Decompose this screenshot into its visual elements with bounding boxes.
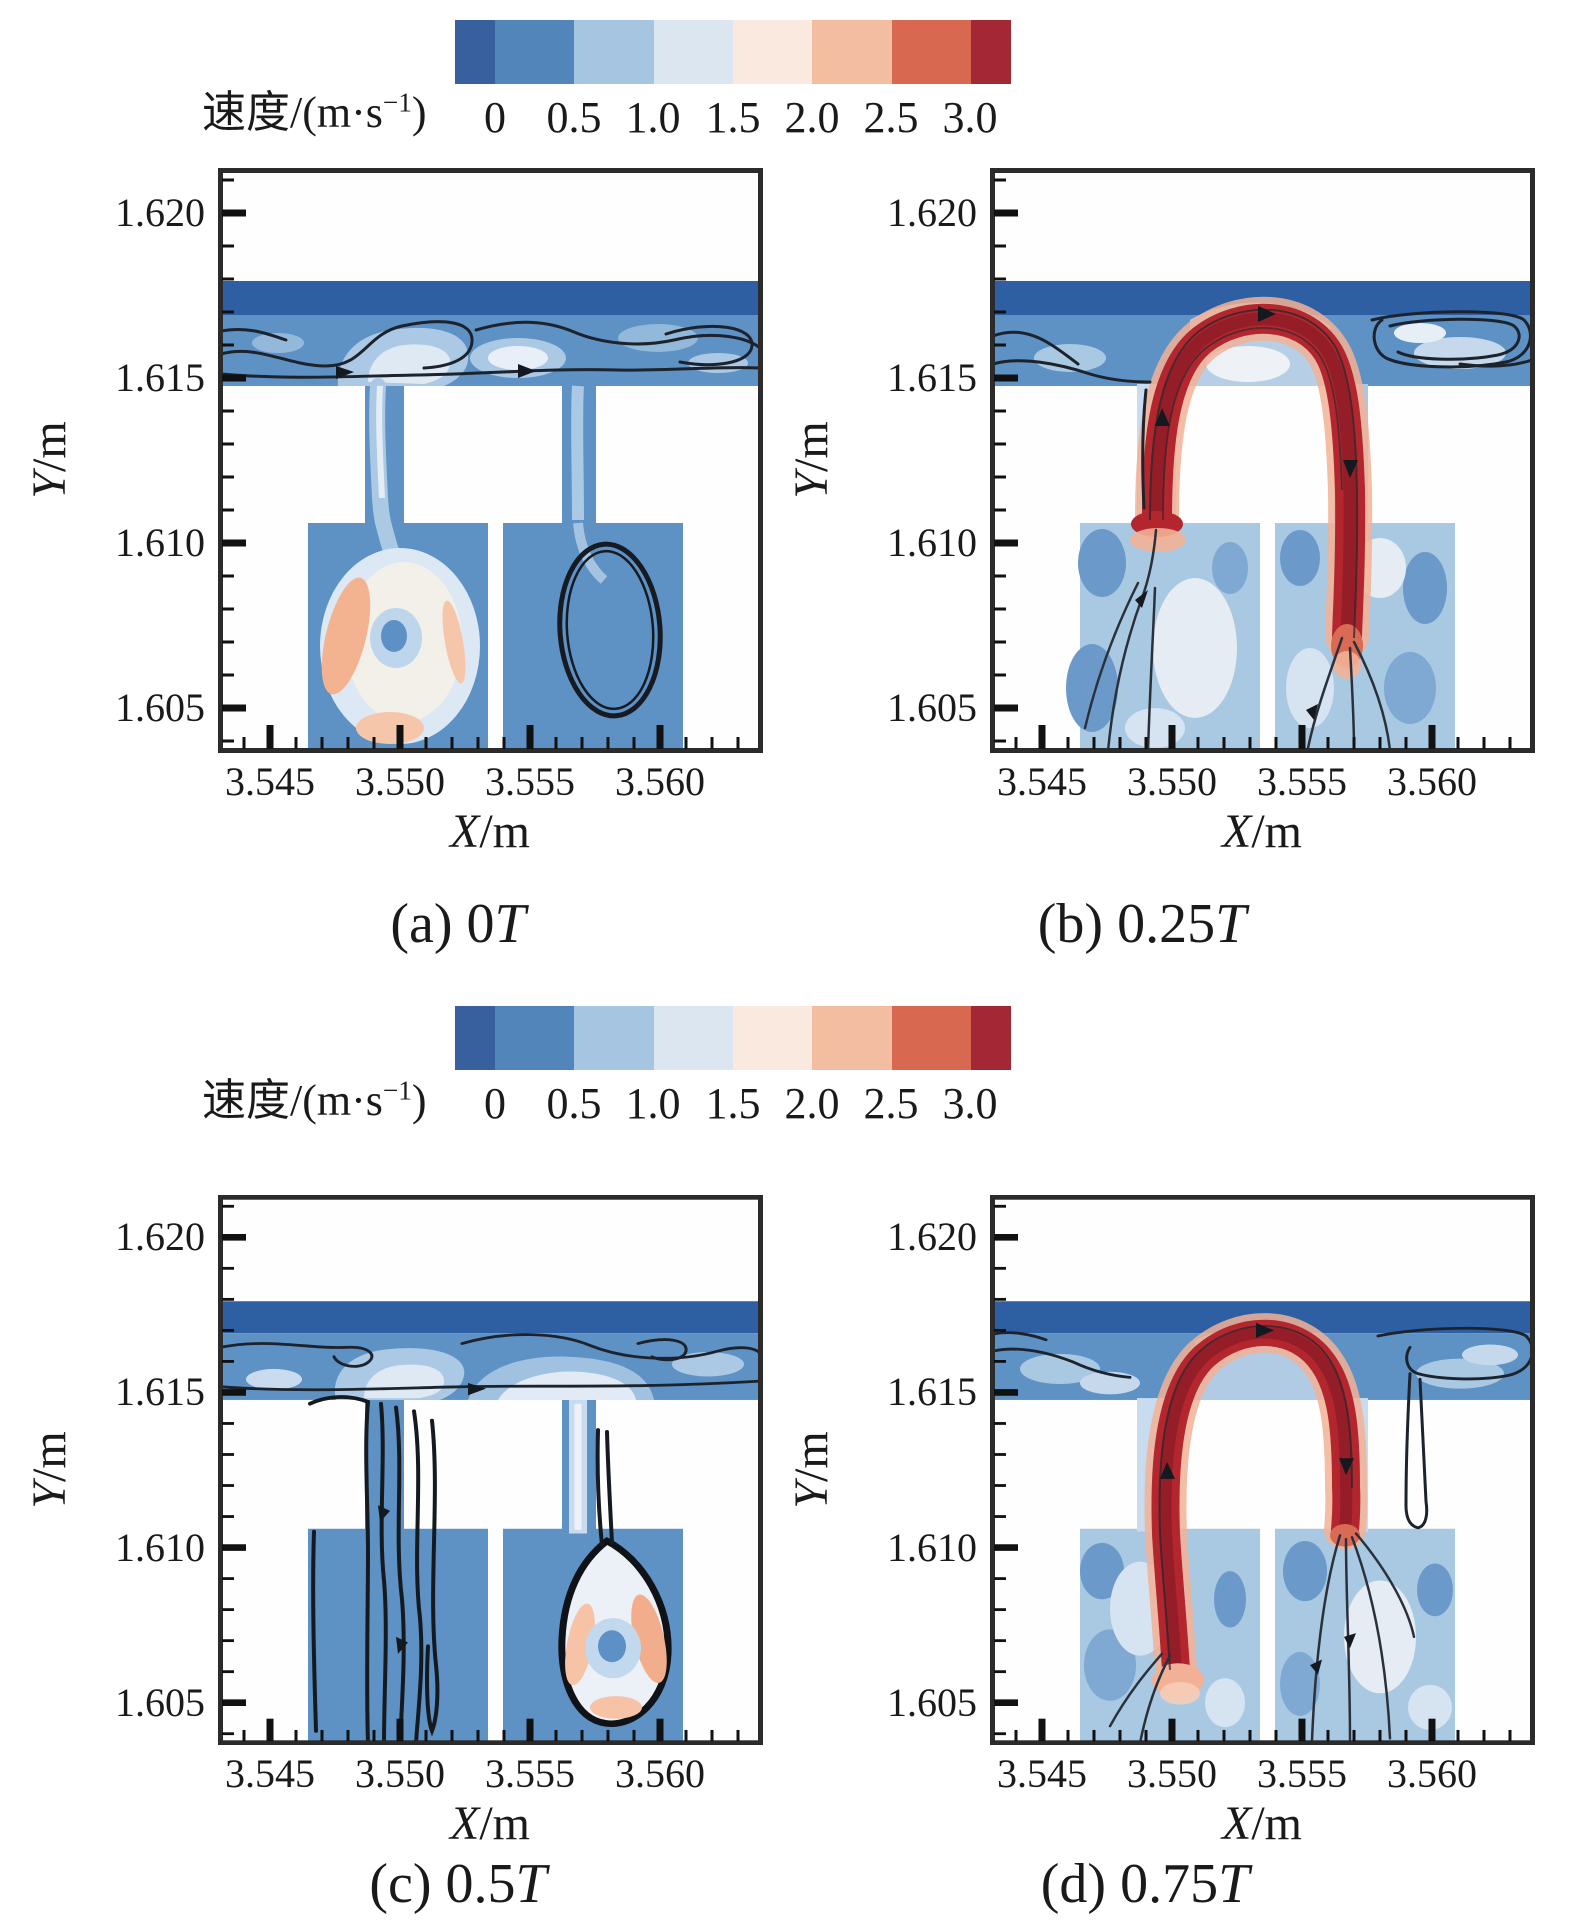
colorbar-tick-label: 0 [484,1079,506,1128]
colorbar-segment [891,1006,972,1070]
y-tick-label: 1.615 [887,355,977,400]
flow-field-a [218,168,763,753]
y-tick-label: 1.615 [887,1369,977,1414]
flow-field-b [990,168,1535,753]
colorbar-tick-label: 3.0 [942,1079,998,1128]
colorbar-segment [971,1006,1011,1070]
colorbar-tick-label: 0 [484,93,506,142]
y-tick-label: 1.620 [887,1214,977,1259]
x-tick-label: 3.555 [485,759,575,804]
colorbar-gradient [455,1006,1011,1070]
colorbar-segment [812,1006,892,1070]
colorbar-tick-label: 3.0 [942,93,998,142]
colorbar-segment [653,1006,733,1070]
colorbar-gradient [455,20,1011,84]
colorbar-tick-label: 1.5 [705,93,761,142]
y-tick-label: 1.610 [887,520,977,565]
flow-field-d [990,1195,1535,1745]
flow-field-c [218,1195,763,1745]
colorbar-tick-label: 2.0 [784,1079,840,1128]
x-tick-label: 3.560 [1387,1751,1477,1796]
colorbar-segment [891,20,972,84]
caption-c: (c) 0.5T [369,1853,547,1915]
x-tick-label: 3.555 [485,1751,575,1796]
colorbar-tick-label: 2.5 [863,93,919,142]
colorbar-segment [574,20,654,84]
colorbar-segment [732,1006,813,1070]
colorbar-segment [812,20,892,84]
colorbar-tick-label: 0.5 [546,93,602,142]
y-tick-label: 1.610 [887,1525,977,1570]
colorbar-tick-label: 0.5 [546,1079,602,1128]
x-tick-label: 3.560 [1387,759,1477,804]
colorbar-tick-label: 2.0 [784,93,840,142]
x-tick-label: 3.550 [355,759,445,804]
x-tick-label: 3.555 [1257,1751,1347,1796]
caption-b: (b) 0.25T [1037,893,1247,955]
y-tick-label: 1.605 [887,685,977,730]
y-tick-label: 1.610 [115,1525,205,1570]
caption-a: (a) 0T [390,893,526,955]
x-tick-label: 3.545 [225,759,315,804]
x-tick-label: 3.555 [1257,759,1347,804]
y-tick-label: 1.620 [887,190,977,235]
x-tick-label: 3.550 [1127,759,1217,804]
x-tick-label: 3.545 [225,1751,315,1796]
x-axis-label: X/m [1222,805,1302,858]
y-tick-label: 1.610 [115,520,205,565]
y-axis-label: Y/m [23,421,76,499]
colorbar-segment [494,1006,575,1070]
x-tick-label: 3.550 [1127,1751,1217,1796]
y-tick-label: 1.605 [115,1680,205,1725]
x-axis-label: X/m [1222,1797,1302,1850]
y-tick-label: 1.615 [115,355,205,400]
x-tick-label: 3.545 [997,759,1087,804]
x-axis-label: X/m [450,805,530,858]
colorbar-title: 速度/(m·s−1) [202,87,427,137]
colorbar-segment [494,20,575,84]
y-tick-label: 1.620 [115,190,205,235]
colorbar-segment [971,20,1011,84]
y-tick-label: 1.605 [115,685,205,730]
caption-d: (d) 0.75T [1040,1853,1250,1915]
colorbar-tick-label: 1.5 [705,1079,761,1128]
colorbar-segment [455,1006,495,1070]
x-tick-label: 3.545 [997,1751,1087,1796]
colorbar-tick-label: 2.5 [863,1079,919,1128]
y-tick-label: 1.615 [115,1369,205,1414]
y-axis-label: Y/m [785,421,838,499]
x-tick-label: 3.560 [615,759,705,804]
x-axis-label: X/m [450,1797,530,1850]
colorbar-segment [455,20,495,84]
colorbar-segment [574,1006,654,1070]
colorbar-title: 速度/(m·s−1) [202,1075,427,1125]
x-tick-label: 3.560 [615,1751,705,1796]
colorbar-tick-label: 1.0 [625,1079,681,1128]
colorbar-tick-label: 1.0 [625,93,681,142]
colorbar-segment [653,20,733,84]
y-tick-label: 1.620 [115,1214,205,1259]
y-tick-label: 1.605 [887,1680,977,1725]
colorbar-segment [732,20,813,84]
x-tick-label: 3.550 [355,1751,445,1796]
